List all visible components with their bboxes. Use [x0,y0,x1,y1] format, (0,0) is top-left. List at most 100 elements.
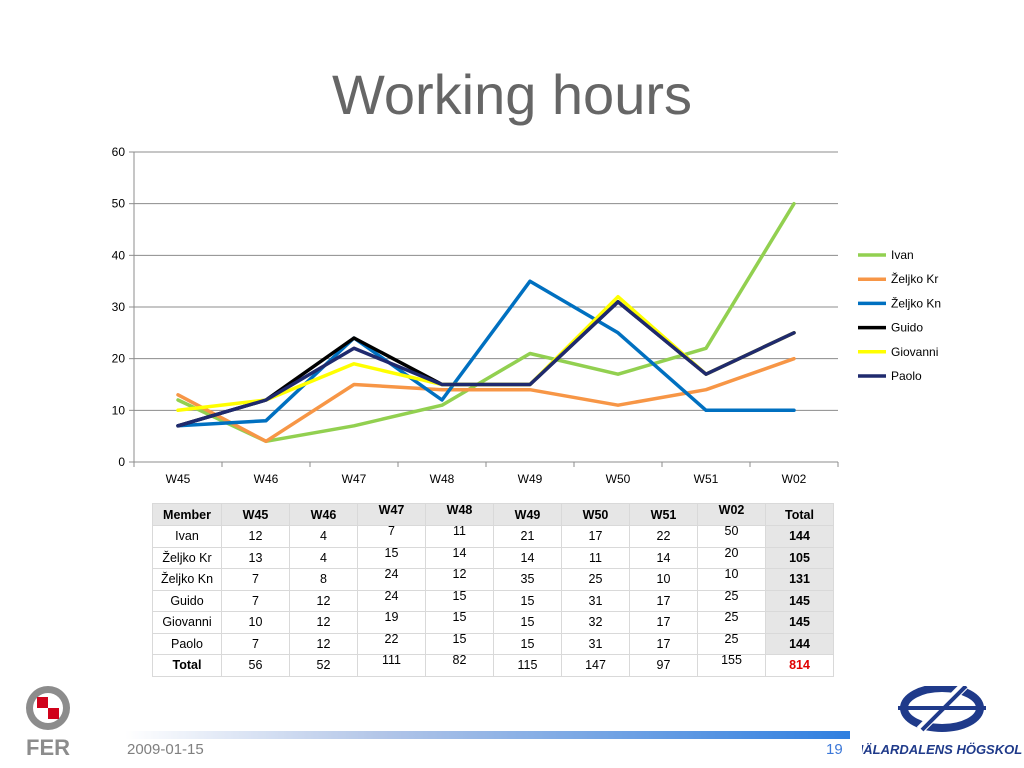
slide-title: Working hours [331,63,692,126]
table-cell: 25 [561,568,630,591]
table-cell: 22 [357,632,426,655]
x-tick-label: W49 [518,472,543,486]
x-tick-label: W48 [430,472,455,486]
y-tick-label: 0 [118,455,125,469]
table-cell: 25 [697,632,766,655]
y-tick-label: 60 [112,145,126,159]
table-row-label: Paolo [152,632,222,655]
chart-grid [134,151,838,411]
table-cell: 4 [289,525,358,548]
table-row-label: Ivan [152,525,222,548]
x-tick-label: W51 [694,472,719,486]
table-cell: 35 [493,568,562,591]
table-header-cell: W47 [357,503,426,526]
table-total-cell: 144 [765,632,834,655]
table-cell: 17 [629,589,698,612]
table-row-label: Guido [152,589,222,612]
y-tick-label: 40 [112,248,126,262]
table-cell: 155 [697,653,766,677]
mdh-logo-text: MÄLARDALENS HÖGSKOLA [862,742,1022,757]
table-cell: 15 [493,589,562,612]
y-tick-label: 20 [112,352,126,366]
table-header-cell: Total [765,503,834,526]
table-cell: 13 [221,546,290,569]
table-header-cell: W48 [425,503,494,526]
legend-label: Ivan [891,248,914,262]
table-cell: 24 [357,589,426,612]
table-cell: 7 [357,524,426,548]
table-total-cell: 105 [765,546,834,569]
table-cell: 17 [561,525,630,548]
fer-emblem-red-square [37,697,48,708]
table-cell: 97 [629,654,698,677]
table-total-row: Total 56 52 111 82 115 147 97 155 814 [152,653,834,677]
table-cell: 7 [221,568,290,591]
table-row: Željko Kr 13 4 15 14 14 11 14 20 105 [152,546,834,569]
footer-date: 2009-01-15 [127,741,204,758]
table-cell: 111 [357,653,426,677]
table-cell: 15 [425,610,494,634]
table-cell: 11 [425,524,494,548]
series-line [176,356,796,444]
table-cell: 12 [289,589,358,612]
table-cell: 14 [425,546,494,569]
x-tick-label: W46 [254,472,279,486]
table-row-label: Željko Kr [152,546,222,569]
table-cell: 15 [493,611,562,634]
line-chart: 0 10 20 30 40 50 60 W45 W46 W47 W48 W49 W50 W51 W02 Iv… [112,145,941,486]
x-tick-label: W47 [342,472,367,486]
table-cell: 10 [221,611,290,634]
series-line [176,300,796,428]
table-cell: 50 [697,524,766,548]
table-cell: 20 [697,546,766,569]
table-cell: 56 [221,654,290,677]
legend-label: Paolo [891,369,922,383]
table-cell: 31 [561,589,630,612]
table-header-cell: W45 [221,503,290,526]
table-cell: 24 [357,567,426,591]
legend-label: Željko Kr [891,271,938,286]
table-total-cell: 814 [765,654,834,677]
y-tick-label: 10 [112,403,126,417]
table-row-label: Total [152,654,222,677]
table-header-row: Member W45 W46 W47 W48 W49 W50 W51 W02 Total [152,503,834,526]
table-cell: 15 [493,632,562,655]
table-cell: 15 [357,546,426,569]
legend-label: Giovanni [891,345,938,359]
table-header-cell: W50 [561,503,630,526]
series-line [176,201,796,444]
series-line [176,294,796,413]
table-header-cell: W46 [289,503,358,526]
table-header-cell: W02 [697,503,766,526]
table-cell: 10 [629,568,698,591]
table-row: Guido 7 12 24 15 15 31 17 25 145 [152,589,834,612]
fer-emblem-red-square-2 [48,708,59,719]
fer-logo-text: FER [26,735,70,760]
table-cell: 12 [289,611,358,634]
fer-logo: FER [26,686,70,760]
table-cell: 115 [493,654,562,677]
x-tick-label: W45 [166,472,191,486]
chart-axes: 0 10 20 30 40 50 60 W45 W46 W47 W48 W49 W50 W51 W02 [112,145,839,486]
table-cell: 14 [629,546,698,569]
table-cell: 21 [493,525,562,548]
table-row: Ivan 12 4 7 11 21 17 22 50 144 [152,524,834,548]
mdh-emblem-bar [898,706,986,710]
chart-legend: Ivan Željko Kr Željko Kn Guido Giovanni Paolo [858,248,941,383]
table-cell: 14 [493,546,562,569]
table-cell: 147 [561,654,630,677]
table-cell: 82 [425,653,494,677]
table-cell: 52 [289,654,358,677]
table-cell: 25 [697,610,766,634]
table-cell: 22 [629,525,698,548]
chart-series [176,201,796,444]
table-cell: 4 [289,546,358,569]
page-number: 19 [826,741,843,758]
table-row: Paolo 7 12 22 15 15 31 17 25 144 [152,632,834,655]
table-header-cell: W51 [629,503,698,526]
table-cell: 12 [425,567,494,591]
table-cell: 25 [697,589,766,612]
table-cell: 12 [221,525,290,548]
table-total-cell: 145 [765,589,834,612]
mdh-logo: MÄLARDALENS HÖGSKOLA [862,686,1022,757]
